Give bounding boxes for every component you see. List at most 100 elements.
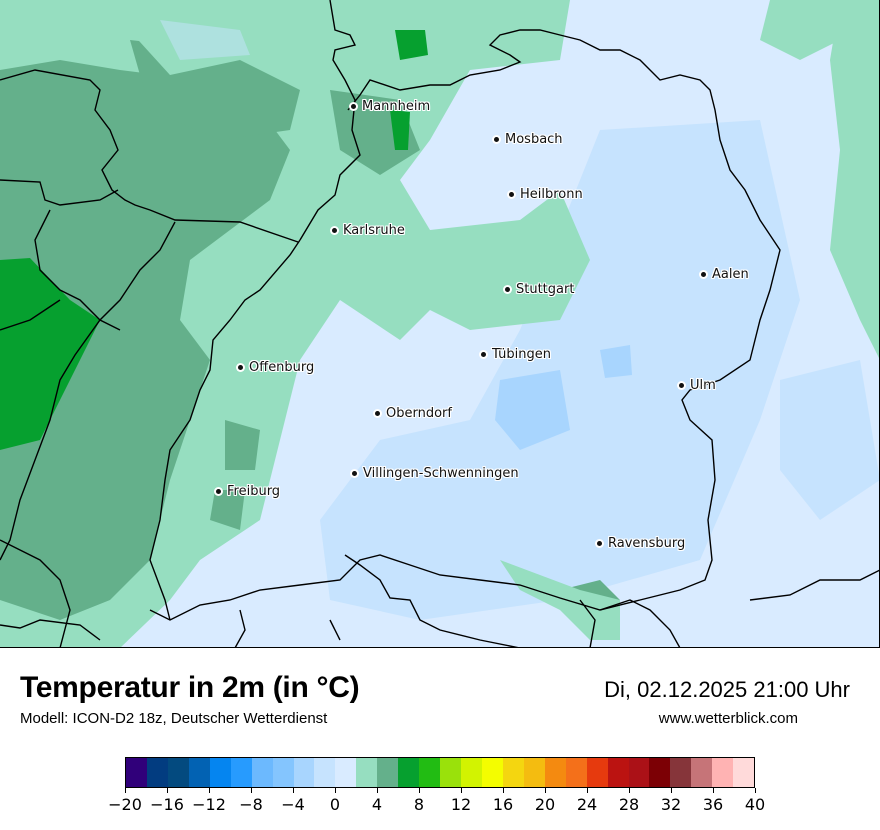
city-label: Offenburg (249, 360, 315, 375)
colorbar-segment (398, 758, 420, 787)
chart-title: Temperatur in 2m (in °C) (20, 671, 360, 704)
colorbar-segment (461, 758, 482, 787)
city-marker[interactable]: Karlsruhe (332, 223, 405, 238)
location-dot-icon (597, 541, 602, 546)
colorbar-segment (167, 758, 189, 787)
city-label: Villingen-Schwenningen (363, 466, 519, 481)
tick-mark (377, 788, 378, 793)
tick-mark (251, 788, 252, 793)
location-dot-icon (332, 228, 337, 233)
colorbar-segment (335, 758, 357, 787)
colorbar-segment (502, 758, 524, 787)
city-marker[interactable]: Villingen-Schwenningen (352, 466, 519, 481)
tick-label: 40 (744, 795, 766, 814)
tick-label: −16 (150, 795, 184, 814)
colorbar-segment (628, 758, 650, 787)
location-dot-icon (216, 489, 221, 494)
colorbar-segment (649, 758, 671, 787)
tick-mark (209, 788, 210, 793)
location-dot-icon (509, 192, 514, 197)
city-label: Stuttgart (516, 282, 575, 297)
colorbar-segment (209, 758, 231, 787)
city-marker[interactable]: Tübingen (481, 347, 551, 362)
colorbar-segment (293, 758, 315, 787)
colorbar-segment (544, 758, 566, 787)
colorbar-segment (670, 758, 692, 787)
colorbar-segment (146, 758, 168, 787)
city-label: Tübingen (492, 347, 551, 362)
forecast-datetime: Di, 02.12.2025 21:00 Uhr (604, 677, 850, 702)
map-layers (0, 0, 880, 648)
colorbar-segment (607, 758, 629, 787)
city-marker[interactable]: Heilbronn (509, 187, 583, 202)
colorbar-segment (314, 758, 336, 787)
tick-mark (419, 788, 420, 793)
city-marker[interactable]: Oberndorf (375, 406, 452, 421)
colorbar-segment (733, 758, 755, 787)
location-dot-icon (505, 287, 510, 292)
location-dot-icon (701, 272, 706, 277)
tick-mark (755, 788, 756, 793)
tick-label: 20 (534, 795, 556, 814)
location-dot-icon (375, 411, 380, 416)
colorbar-segment (272, 758, 294, 787)
colorbar-segment (377, 758, 399, 787)
colorbar-segment (230, 758, 252, 787)
tick-mark (503, 788, 504, 793)
tick-mark (545, 788, 546, 793)
city-marker[interactable]: Freiburg (216, 484, 280, 499)
city-marker[interactable]: Mannheim (351, 99, 430, 114)
city-marker[interactable]: Ravensburg (597, 536, 685, 551)
city-label: Oberndorf (386, 406, 452, 421)
city-label: Freiburg (227, 484, 281, 499)
city-marker[interactable]: Ulm (679, 378, 716, 393)
location-dot-icon (481, 352, 486, 357)
city-label: Ulm (690, 378, 716, 393)
location-dot-icon (679, 383, 684, 388)
tick-label: 24 (576, 795, 598, 814)
colorbar-segment (586, 758, 608, 787)
tick-label: 8 (413, 795, 425, 814)
colorbar (125, 757, 755, 788)
tick-label: 4 (371, 795, 383, 814)
colorbar-segment (481, 758, 503, 787)
temperature-map[interactable]: Mannheim Mosbach Heilbronn Karlsruhe Aal… (0, 0, 880, 648)
location-dot-icon (351, 104, 356, 109)
city-marker[interactable]: Offenburg (238, 360, 314, 375)
colorbar-ticks: −20 −16 −12 −8 −4 0 4 8 12 16 20 24 28 32 36 40 (108, 788, 765, 818)
city-marker[interactable]: Stuttgart (505, 282, 574, 297)
colorbar-segment (712, 758, 734, 787)
model-subtitle: Modell: ICON-D2 18z, Deutscher Wetterdie… (20, 710, 328, 727)
tick-mark (167, 788, 168, 793)
colorbar-segment (440, 758, 461, 787)
colorbar-segment (419, 758, 441, 787)
colorbar-segment (356, 758, 378, 787)
city-label: Mannheim (362, 99, 431, 114)
colorbar-segment (691, 758, 713, 787)
tick-label: 16 (492, 795, 514, 814)
city-marker[interactable]: Aalen (701, 267, 749, 282)
location-dot-icon (494, 137, 499, 142)
tick-mark (629, 788, 630, 793)
tick-mark (461, 788, 462, 793)
city-label: Aalen (712, 267, 749, 282)
tick-label: 28 (618, 795, 640, 814)
city-label: Heilbronn (520, 187, 583, 202)
city-marker[interactable]: Mosbach (494, 132, 563, 147)
tick-mark (671, 788, 672, 793)
city-label: Mosbach (505, 132, 563, 147)
tick-mark (713, 788, 714, 793)
tick-label: −8 (239, 795, 263, 814)
tick-mark (125, 788, 126, 793)
tick-label: −20 (108, 795, 142, 814)
colorbar-segment (126, 758, 147, 787)
colorbar-segment (251, 758, 273, 787)
tick-mark (587, 788, 588, 793)
tick-mark (293, 788, 294, 793)
website-link[interactable]: www.wetterblick.com (658, 710, 798, 727)
tick-label: −4 (281, 795, 305, 814)
tick-mark (335, 788, 336, 793)
city-label: Ravensburg (608, 536, 686, 551)
tick-label: 36 (702, 795, 724, 814)
tick-label: 12 (450, 795, 472, 814)
